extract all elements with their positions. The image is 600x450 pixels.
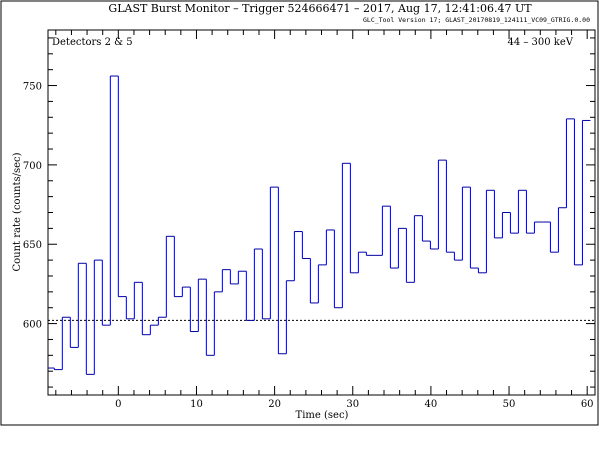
x-axis-label: Time (sec) — [296, 410, 349, 421]
y-tick-label: 750 — [23, 82, 42, 93]
axis-ticks: 0 10 20 30 40 50 60 600 650 700 750 — [23, 30, 595, 410]
detectors-label: Detectors 2 & 5 — [52, 37, 133, 48]
plot-frame — [47, 29, 596, 396]
x-tick-label: 40 — [425, 399, 438, 410]
chart-title: GLAST Burst Monitor – Trigger 524666471 … — [108, 2, 532, 15]
chart-outer-border — [0, 0, 599, 426]
x-tick-label: 50 — [503, 399, 516, 410]
series-layer — [48, 75, 591, 375]
lightcurve-series — [48, 75, 591, 375]
chart-subtitle: GLC_Tool Version 17; GLAST_20170819_1241… — [363, 16, 590, 24]
x-tick-label: 20 — [268, 399, 281, 410]
x-tick-label: 0 — [115, 399, 121, 410]
y-tick-label: 700 — [23, 161, 42, 172]
y-tick-label: 650 — [23, 240, 42, 251]
y-tick-label: 600 — [23, 320, 42, 331]
x-tick-label: 30 — [346, 399, 359, 410]
x-tick-label: 60 — [581, 399, 594, 410]
energy-range-label: 44 – 300 keV — [507, 37, 573, 48]
y-axis-label: Count rate (counts/sec) — [12, 152, 23, 271]
x-tick-label: 10 — [190, 399, 203, 410]
